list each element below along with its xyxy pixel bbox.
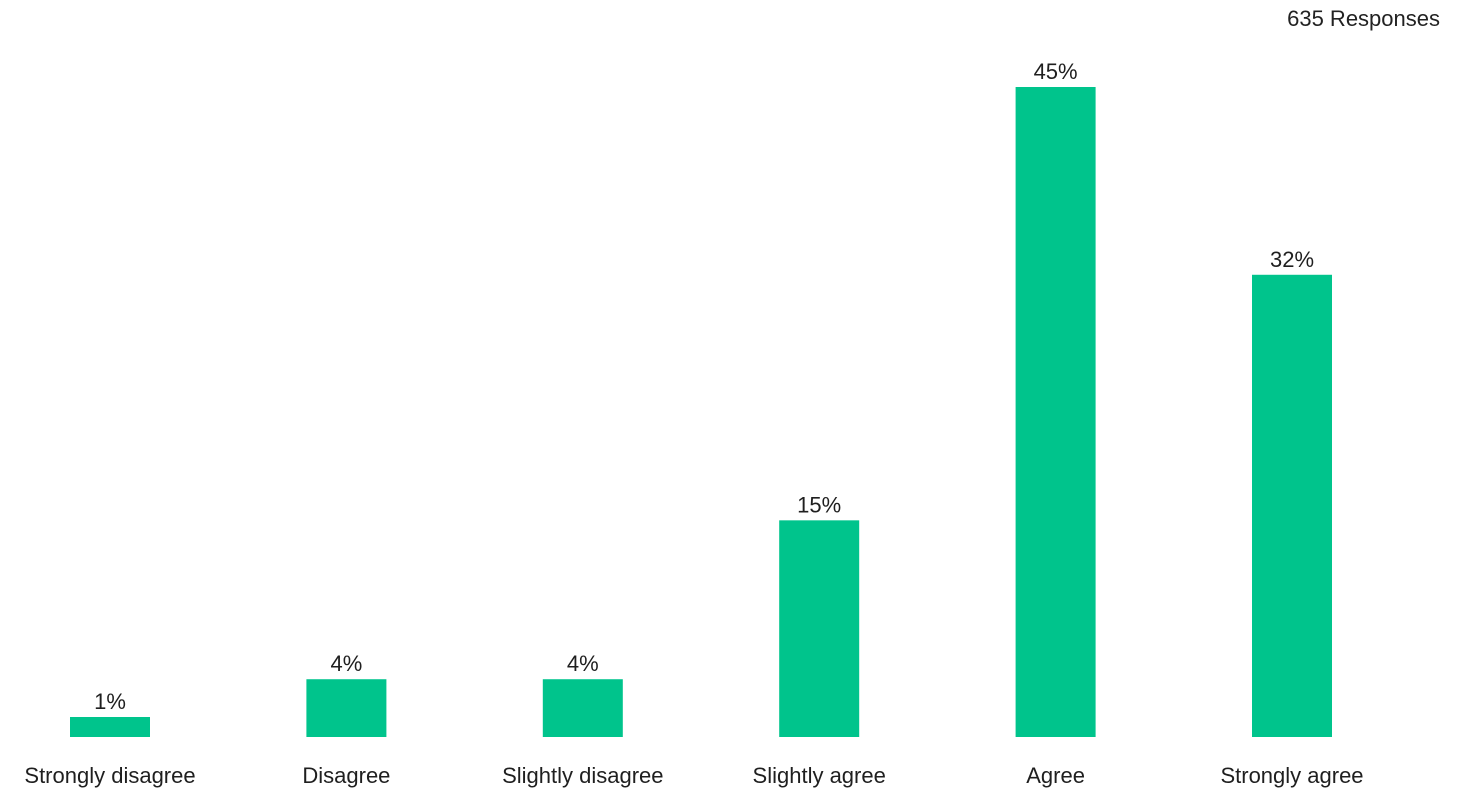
value-label-3: 15% [797,492,841,517]
value-label-4: 45% [1034,59,1078,84]
bar-1 [306,679,387,737]
value-label-5: 32% [1270,247,1314,272]
bar-3 [779,520,860,737]
bar-2 [542,679,623,737]
category-label-1: Disagree [302,763,390,788]
bar-5 [1252,274,1332,737]
category-label-2: Slightly disagree [502,763,663,788]
category-label-3: Slightly agree [753,763,886,788]
value-label-1: 4% [331,651,363,676]
category-label-4: Agree [1026,763,1085,788]
value-label-0: 1% [94,689,126,714]
bar-0 [70,717,150,737]
bar-4 [1015,87,1096,737]
category-label-5: Strongly agree [1220,763,1363,788]
responses-count: 635 Responses [1287,6,1440,31]
category-label-0: Strongly disagree [24,763,195,788]
value-label-2: 4% [567,651,599,676]
